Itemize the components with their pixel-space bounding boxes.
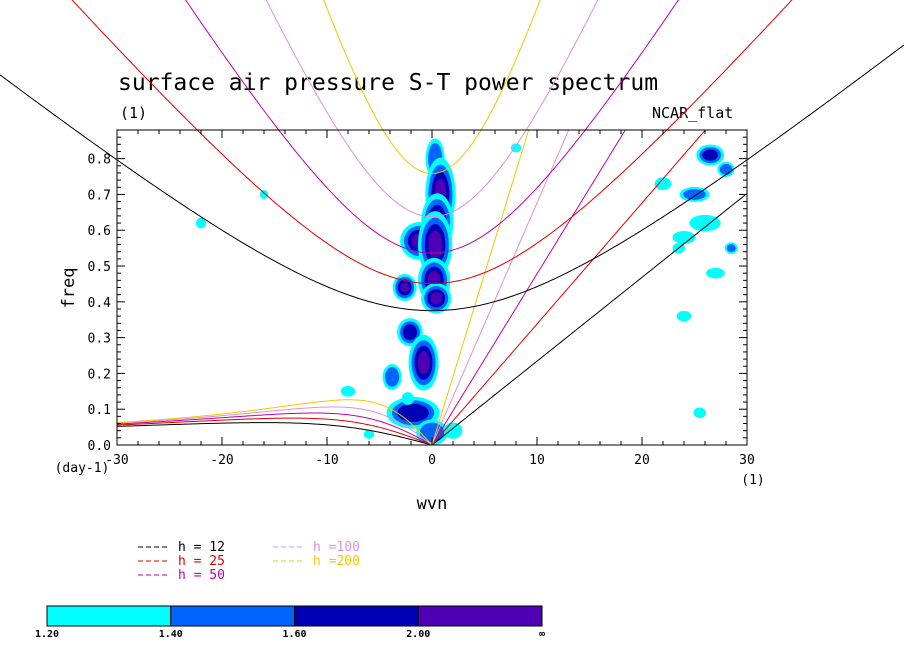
- gravity-wave-curve: [185, 0, 679, 254]
- spectral-contour-blob: [402, 324, 417, 341]
- colorbar-swatch: [417, 605, 543, 627]
- spectral-contour-blob: [693, 407, 706, 419]
- x-axis-label: wvn: [417, 494, 448, 514]
- spectral-contour-blob: [689, 214, 721, 232]
- y-tick-label: 0.0: [88, 439, 111, 454]
- spectral-contour-blob: [195, 217, 207, 229]
- legend-label: h = 25: [178, 554, 225, 569]
- spectral-contour-blob: [401, 392, 415, 405]
- spectral-contour-blob: [428, 230, 442, 259]
- y-tick-label: 0.1: [88, 403, 111, 418]
- y-tick-label: 0.5: [88, 260, 111, 275]
- colorbar-level-label: 1.40: [159, 629, 183, 640]
- x-tick-label: -20: [210, 453, 233, 468]
- kelvin-wave-curve: [431, 130, 530, 445]
- y-tick-label: 0.3: [88, 332, 111, 347]
- spectral-contour-blob: [672, 231, 696, 244]
- colorbar-level-label: 1.20: [35, 629, 59, 640]
- spectral-contour-blob: [719, 163, 733, 175]
- rossby-wave-curve: [117, 399, 433, 445]
- spectral-contour-blob: [702, 149, 718, 161]
- x-tick-label: 10: [529, 453, 545, 468]
- y-tick-label: 0.2: [88, 367, 111, 382]
- colorbar-swatch: [46, 605, 172, 627]
- colorbar-level-label: 2.00: [406, 629, 430, 640]
- x-tick-label: -30: [105, 453, 128, 468]
- spectral-contour-blob: [400, 282, 410, 293]
- kelvin-wave-curve: [431, 193, 747, 445]
- spectral-contour-blob: [706, 267, 725, 279]
- y-tick-label: 0.6: [88, 224, 111, 239]
- spectral-contour-blob: [363, 429, 375, 439]
- x-tick-label: 30: [739, 453, 755, 468]
- legend-label: h =200: [313, 554, 360, 569]
- legend-label: h =100: [313, 540, 360, 555]
- spectral-contour-blob: [397, 403, 429, 422]
- y-axis-label: freq: [59, 268, 79, 309]
- x-tick-label: 20: [634, 453, 650, 468]
- x-tick-label: 0: [428, 453, 436, 468]
- kelvin-wave-curve: [431, 130, 626, 445]
- chart-subtitle-right: NCAR_flat: [652, 104, 733, 122]
- y-tick-label: 0.7: [88, 188, 111, 203]
- colorbar-level-label: ∞: [539, 629, 545, 640]
- rossby-wave-curve: [117, 417, 433, 445]
- legend-label: h = 50: [178, 568, 225, 583]
- kelvin-wave-curve: [431, 130, 570, 445]
- gravity-wave-curve: [323, 0, 541, 175]
- spectral-contour-blob: [443, 422, 463, 439]
- y-tick-label: 0.4: [88, 296, 112, 311]
- gravity-wave-curve: [71, 0, 793, 285]
- legend-label: h = 12: [178, 540, 225, 555]
- x-tick-label: -10: [315, 453, 338, 468]
- chart-title: surface air pressure S-T power spectrum: [118, 70, 658, 96]
- spectral-contour-blob: [259, 189, 269, 200]
- spectral-contour-blob: [654, 177, 672, 191]
- y-unit-label: (day-1): [55, 461, 110, 476]
- spectral-contour-blob: [340, 386, 356, 397]
- y-tick-label: 0.8: [88, 153, 111, 168]
- spectral-contour-blob: [726, 244, 736, 253]
- colorbar-swatch: [294, 605, 419, 627]
- colorbar-swatch: [170, 605, 295, 627]
- rossby-wave-curve: [117, 406, 433, 445]
- rossby-wave-curve: [117, 412, 433, 445]
- spectral-contour-blob: [417, 350, 430, 375]
- x-unit-label: (1): [741, 473, 764, 488]
- spectral-contour-blob: [676, 310, 692, 322]
- chart-subtitle-left: (1): [120, 104, 147, 122]
- plot-area: -30 -20 -10 0 10 20 30 0.0 0.1 0.2 0.3 0.4 0.5 0.6 0.…: [0, 0, 904, 468]
- kelvin-wave-curve: [431, 130, 707, 445]
- gravity-wave-curve: [265, 0, 599, 218]
- colorbar: 1.20 1.40 1.60 2.00 ∞: [35, 605, 545, 640]
- spectral-contour-blob: [430, 292, 443, 305]
- spectral-contour-blob: [385, 367, 400, 387]
- colorbar-level-label: 1.60: [282, 629, 306, 640]
- gravity-wave-curve: [0, 44, 904, 312]
- rossby-wave-curve: [117, 422, 433, 445]
